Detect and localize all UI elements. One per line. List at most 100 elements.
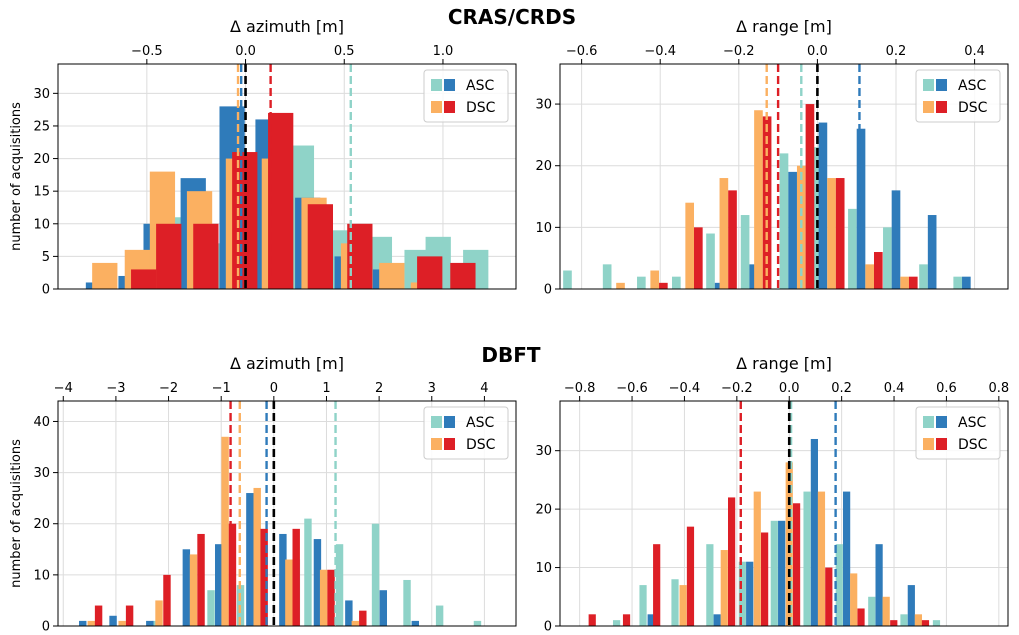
legend-label-dsc: DSC — [958, 437, 988, 453]
x-tick-label: −0.2 — [721, 381, 753, 396]
x-tick-label: 0.5 — [334, 44, 355, 59]
bar-asc-light — [706, 544, 714, 626]
bar-dsc-light — [650, 270, 660, 289]
axes-frame — [57, 400, 517, 627]
bar-asc-dark — [379, 590, 387, 626]
y-tick-label: 40 — [33, 415, 50, 430]
y-tick-label: 20 — [33, 517, 50, 532]
legend-swatch-dark — [444, 101, 455, 113]
bar-dsc-dark — [94, 605, 103, 626]
bar-asc-light — [848, 208, 857, 289]
bar-asc-dark — [778, 520, 786, 626]
bar-dsc-dark — [359, 610, 367, 626]
x-tick-label: −0.8 — [564, 381, 596, 396]
bar-dsc-dark — [873, 252, 883, 289]
bar-dsc-dark — [193, 223, 219, 289]
bar-dsc-dark — [686, 526, 695, 626]
y-tick-label: 10 — [535, 561, 552, 576]
legend-swatch-light — [923, 438, 934, 450]
legend-label-asc: ASC — [466, 415, 494, 431]
x-tick-label: −0.6 — [566, 44, 598, 59]
y-tick-label: 30 — [33, 87, 50, 102]
legend: ASC DSC — [423, 406, 509, 460]
x-axis-label: Δ azimuth [m] — [230, 17, 344, 36]
bar-asc-dark — [907, 585, 915, 626]
y-tick-label: 30 — [535, 444, 552, 459]
y-axis-label: number of acquisitions — [9, 439, 24, 588]
bar-dsc-light — [685, 202, 695, 289]
y-tick-label: 0 — [42, 620, 50, 635]
legend-swatch-dark — [936, 416, 947, 428]
legend-label-dsc: DSC — [466, 100, 496, 116]
x-tick-label: −3 — [106, 381, 125, 396]
bar-dsc-dark — [450, 262, 476, 289]
bar-dsc-dark — [327, 569, 335, 626]
bar-dsc-dark — [653, 544, 661, 626]
legend-swatch-light — [431, 79, 442, 91]
bar-dsc-light — [865, 264, 874, 289]
bar-asc-light — [207, 590, 215, 626]
bar-asc-dark — [962, 276, 971, 289]
bar-asc-dark — [891, 190, 901, 289]
bar-asc-light — [671, 579, 679, 626]
y-tick-label: 5 — [42, 250, 50, 265]
x-tick-label: 2 — [375, 381, 383, 396]
bar-dsc-light — [900, 276, 909, 289]
bar-asc-light — [435, 605, 444, 626]
panel-3: −0.8 −0.6 −0.4 −0.2 0.0 0.2 0.4 0.6 0.8 0 10 20 30 Δ … — [535, 354, 1009, 635]
bar-dsc-light — [118, 620, 126, 626]
legend-swatch-light — [923, 79, 934, 91]
bar-dsc-light — [720, 550, 728, 626]
legend-swatch-dark — [444, 79, 455, 91]
bar-dsc-light — [754, 110, 763, 289]
x-tick-label: −1 — [212, 381, 231, 396]
bar-dsc-dark — [805, 104, 815, 289]
x-tick-label: 0.6 — [936, 381, 957, 396]
x-axis-label: Δ range [m] — [736, 354, 832, 373]
bar-dsc-dark — [835, 178, 845, 289]
x-tick-label: 0.0 — [235, 44, 256, 59]
y-tick-label: 10 — [535, 221, 552, 236]
bar-asc-light — [900, 614, 908, 626]
bar-asc-dark — [313, 539, 322, 626]
bar-asc-light — [868, 596, 876, 626]
x-tick-label: −2 — [159, 381, 178, 396]
x-axis-label: Δ range [m] — [736, 17, 832, 36]
bar-dsc-light — [817, 491, 826, 626]
x-tick-label: 0.4 — [964, 44, 985, 59]
bar-dsc-light — [827, 178, 836, 289]
suptitle-dbft: DBFT — [481, 343, 541, 367]
bar-dsc-light — [285, 559, 293, 626]
legend-swatch-dark — [444, 416, 455, 428]
bar-asc-dark — [109, 615, 117, 626]
y-axis-label: number of acquisitions — [9, 102, 24, 251]
bar-asc-dark — [279, 533, 287, 626]
bar-dsc-light — [679, 585, 687, 626]
bar-dsc-dark — [156, 223, 182, 289]
legend-swatch-light — [431, 438, 442, 450]
x-axis-label: Δ azimuth [m] — [230, 354, 344, 373]
y-tick-label: 30 — [33, 466, 50, 481]
bar-asc-light — [335, 544, 344, 626]
bar-asc-dark — [345, 600, 353, 626]
bar-dsc-dark — [857, 608, 865, 626]
axes-frame — [559, 63, 1009, 290]
bar-dsc-dark — [228, 523, 237, 626]
bar-dsc-dark — [125, 605, 134, 626]
x-tick-label: 0.8 — [988, 381, 1009, 396]
legend-label-dsc: DSC — [466, 437, 496, 453]
legend-swatch-light — [431, 101, 442, 113]
bar-dsc-light — [221, 436, 229, 626]
bar-asc-dark — [182, 549, 191, 626]
axes-frame — [57, 63, 517, 290]
bar-dsc-light — [882, 596, 890, 626]
y-tick-label: 25 — [33, 119, 50, 134]
x-tick-label: 0.0 — [779, 381, 800, 396]
bar-asc-dark — [843, 491, 851, 626]
legend-label-asc: ASC — [466, 78, 494, 94]
bar-dsc-light — [87, 620, 95, 626]
bar-asc-dark — [856, 128, 866, 289]
x-tick-label: 0.0 — [807, 44, 828, 59]
x-tick-label: 4 — [480, 381, 488, 396]
